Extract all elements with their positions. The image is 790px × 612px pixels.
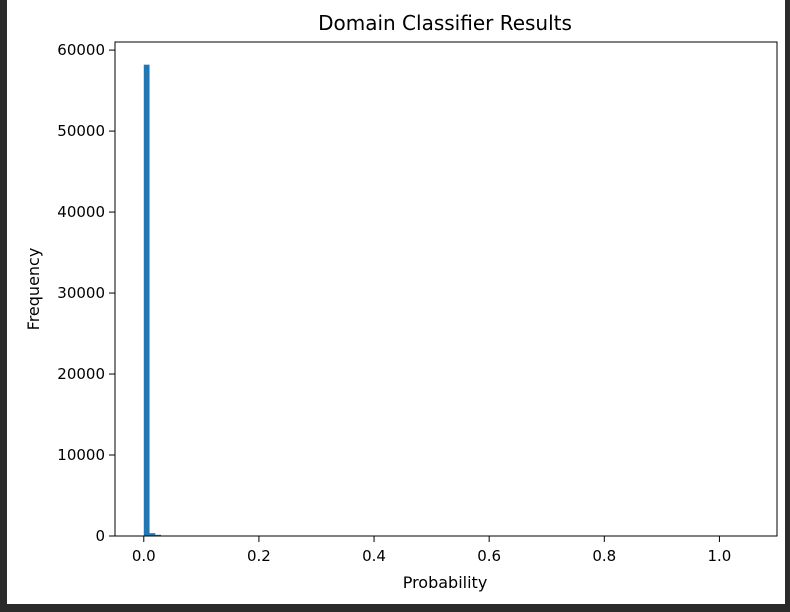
x-tick-label: 0.0 <box>132 547 156 565</box>
y-tick-label: 0 <box>95 527 105 545</box>
y-axis-label: Frequency <box>24 248 43 331</box>
x-tick-label: 1.0 <box>708 547 732 565</box>
y-tick-label: 50000 <box>57 122 105 140</box>
y-tick-label: 40000 <box>57 203 105 221</box>
plot-frame <box>114 41 778 537</box>
y-axis-ticks: 0 10000 20000 30000 40000 50000 60000 <box>57 41 115 545</box>
histogram-bar <box>149 533 156 536</box>
histogram-bar <box>143 64 150 537</box>
y-tick-label: 10000 <box>57 446 105 464</box>
x-tick-label: 0.6 <box>477 547 501 565</box>
chart-canvas: Domain Classifier Results 0.0 0.2 0.4 0.6 0.… <box>7 0 785 604</box>
histogram-chart: Domain Classifier Results 0.0 0.2 0.4 0.6 0.… <box>24 11 778 592</box>
chart-title: Domain Classifier Results <box>318 11 572 35</box>
histogram-bars <box>143 64 179 537</box>
x-axis-ticks: 0.0 0.2 0.4 0.6 0.8 1.0 <box>132 536 732 565</box>
y-tick-label: 60000 <box>57 41 105 59</box>
x-tick-label: 0.4 <box>362 547 386 565</box>
window-bottom-strip <box>0 604 790 612</box>
histogram-bar <box>155 534 162 536</box>
y-tick-label: 30000 <box>57 284 105 302</box>
x-axis-label: Probability <box>403 573 488 592</box>
y-tick-label: 20000 <box>57 365 105 383</box>
x-tick-label: 0.8 <box>592 547 616 565</box>
x-tick-label: 0.2 <box>247 547 271 565</box>
